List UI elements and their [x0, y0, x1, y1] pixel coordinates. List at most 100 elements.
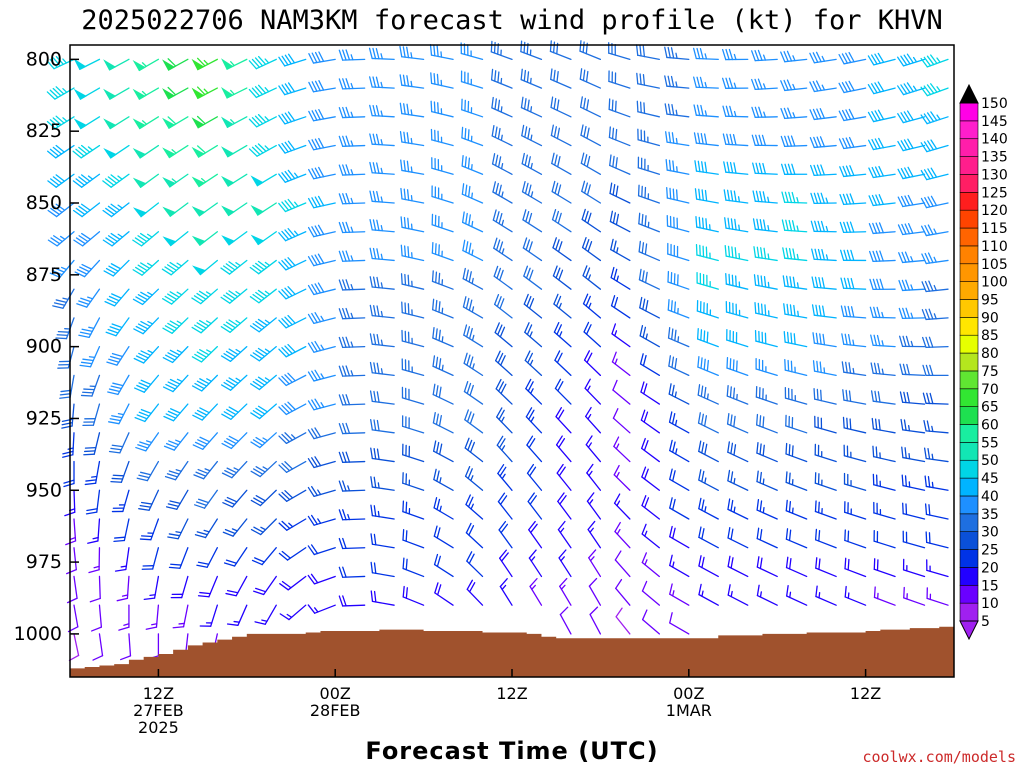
- colorbar-swatch: [959, 477, 979, 497]
- wind-barb: [581, 208, 602, 233]
- colorbar-label: 130: [981, 167, 1008, 183]
- wind-barb: [221, 231, 248, 246]
- colorbar-swatch: [959, 531, 979, 550]
- wind-barb: [461, 183, 484, 204]
- wind-barb: [809, 136, 837, 149]
- credit-link[interactable]: coolwx.com/models: [862, 748, 1016, 766]
- wind-barb: [723, 161, 749, 175]
- wind-barb: [250, 374, 277, 391]
- wind-barb: [609, 210, 631, 233]
- wind-barb: [641, 552, 660, 578]
- wind-barb: [163, 403, 189, 422]
- colorbar-max-arrow: [959, 83, 979, 104]
- wind-barb: [88, 547, 101, 574]
- wind-barb: [839, 221, 867, 234]
- wind-barb: [843, 444, 867, 463]
- wind-barb: [250, 202, 277, 216]
- wind-barb: [251, 547, 277, 566]
- wind-barb: [899, 391, 926, 405]
- wind-barb: [783, 303, 808, 319]
- wind-barb: [814, 472, 837, 491]
- wind-barb: [463, 324, 484, 348]
- colorbar-label: 125: [981, 185, 1008, 201]
- wind-barb: [172, 604, 189, 629]
- wind-barb: [221, 432, 248, 450]
- wind-barb: [812, 332, 837, 348]
- y-tick-label: 875: [26, 264, 62, 286]
- wind-barb: [496, 407, 513, 434]
- wind-barb: [840, 277, 867, 290]
- wind-barb: [897, 223, 926, 236]
- wind-barb: [579, 68, 602, 89]
- wind-barb: [194, 518, 218, 539]
- wind-barb: [587, 520, 602, 549]
- wind-barb: [369, 361, 395, 377]
- wind-barb: [164, 460, 189, 481]
- wind-barb: [752, 218, 778, 233]
- wind-barb: [103, 259, 130, 277]
- wind-barb: [278, 343, 307, 358]
- wind-barb: [400, 216, 425, 233]
- wind-barb: [465, 522, 484, 549]
- wind-barb: [551, 152, 572, 175]
- wind-barb: [249, 288, 277, 304]
- wind-barb: [869, 278, 896, 291]
- wind-barb: [220, 317, 248, 333]
- wind-barb: [843, 472, 867, 491]
- wind-barb: [552, 237, 572, 262]
- wind-barb: [920, 83, 949, 97]
- wind-barb: [726, 412, 749, 434]
- wind-barb: [722, 133, 749, 147]
- wind-barb: [526, 463, 543, 491]
- wind-barb: [637, 156, 660, 175]
- wind-barb: [552, 265, 572, 290]
- wind-barb: [307, 544, 336, 556]
- wind-barb: [434, 582, 454, 606]
- wind-barb: [922, 392, 949, 405]
- wind-barb: [641, 609, 660, 635]
- colorbar-label: 110: [981, 239, 1008, 255]
- wind-barb: [727, 526, 749, 549]
- wind-barb: [433, 497, 454, 520]
- wind-barb: [464, 465, 484, 491]
- wind-barb: [278, 314, 307, 329]
- wind-barb: [221, 173, 248, 187]
- wind-barb: [74, 259, 101, 278]
- wind-barb: [490, 40, 513, 61]
- wind-barb: [192, 403, 218, 421]
- wind-barb: [641, 580, 660, 606]
- wind-barb: [162, 345, 189, 364]
- wind-barb: [639, 353, 660, 377]
- wind-barb: [721, 48, 749, 61]
- wind-barb: [920, 224, 949, 237]
- wind-barb: [726, 384, 749, 405]
- colorbar-label: 20: [981, 560, 999, 576]
- wind-barb: [191, 231, 218, 247]
- wind-barb: [610, 238, 631, 262]
- wind-barb: [920, 139, 949, 153]
- wind-barb: [924, 475, 949, 491]
- y-tick-label: 975: [26, 551, 62, 573]
- wind-barb: [841, 333, 867, 348]
- wind-barb: [399, 131, 425, 147]
- wind-barb: [556, 463, 572, 491]
- wind-barb: [726, 328, 749, 348]
- wind-barb: [809, 80, 837, 93]
- wind-barb: [493, 237, 513, 262]
- wind-barb: [191, 173, 218, 188]
- wind-barb: [868, 165, 896, 179]
- wind-barb: [338, 221, 366, 234]
- wind-barb: [464, 437, 484, 463]
- wind-barb: [586, 463, 602, 491]
- wind-barb: [580, 124, 602, 147]
- colorbar-label: 140: [981, 132, 1008, 148]
- wind-barb: [162, 144, 189, 159]
- wind-barb: [782, 275, 808, 290]
- wind-barb: [611, 351, 631, 377]
- wind-barb: [278, 286, 307, 300]
- wind-barb: [871, 417, 896, 434]
- wind-barb: [588, 549, 602, 578]
- wind-barb: [815, 557, 837, 578]
- wind-barb: [664, 103, 690, 118]
- wind-barb: [221, 460, 248, 479]
